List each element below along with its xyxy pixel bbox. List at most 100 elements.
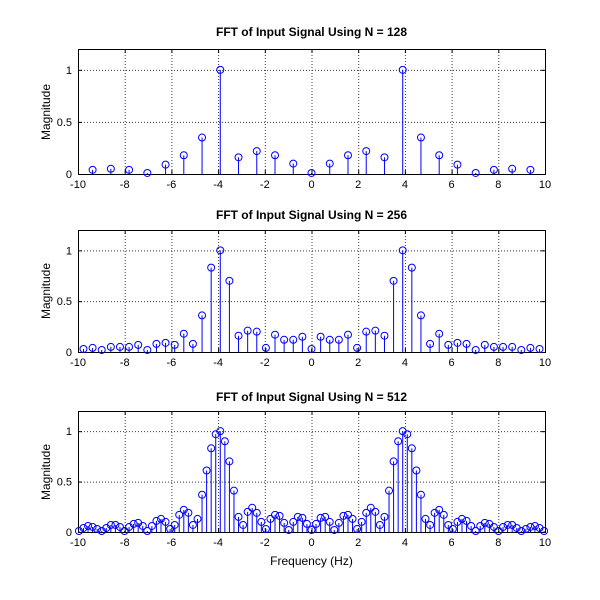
stem-marker	[184, 508, 193, 517]
stem-marker	[289, 159, 298, 168]
stem-marker	[93, 524, 102, 533]
x-tick-label: -6	[167, 537, 177, 549]
stem-marker	[471, 526, 480, 535]
stem-marker	[79, 344, 88, 353]
x-tick-label: -10	[70, 537, 86, 549]
grid-lines	[78, 411, 545, 532]
stem-marker	[343, 151, 352, 160]
x-tick-label: 6	[449, 179, 455, 191]
stem-marker	[152, 339, 161, 348]
x-tick-label: -10	[70, 179, 86, 191]
stem-marker	[143, 526, 152, 535]
stem-marker	[316, 332, 325, 341]
stem-marker	[389, 276, 398, 285]
stem-marker	[526, 343, 535, 352]
stem-marker	[489, 165, 498, 174]
stem-marker	[380, 331, 389, 340]
stem-marker	[225, 276, 234, 285]
stem-marker	[229, 486, 238, 495]
stem-marker	[147, 521, 156, 530]
x-tick-label: -4	[213, 179, 223, 191]
stem-marker	[394, 437, 403, 446]
stem-marker	[216, 427, 225, 436]
x-tick-label: 8	[495, 179, 501, 191]
stem-marker	[499, 342, 508, 351]
y-tick-labels: 00.51	[57, 245, 72, 359]
x-tick-label: 0	[308, 537, 314, 549]
stem-marker	[84, 521, 93, 530]
stem-marker	[457, 514, 466, 523]
stem-marker	[307, 168, 316, 177]
stem-marker	[298, 332, 307, 341]
subplot2-title: FFT of Input Signal Using N = 256	[215, 208, 407, 222]
stem-marker	[129, 519, 138, 528]
tick-marks	[78, 411, 546, 533]
stem-marker	[257, 517, 266, 526]
stem-series	[74, 427, 549, 535]
stem-marker	[321, 512, 330, 521]
x-tick-label: 4	[402, 537, 408, 549]
stem-marker	[170, 340, 179, 349]
subplot1-title: FFT of Input Signal Using N = 128	[215, 25, 407, 39]
stem-marker	[426, 520, 435, 529]
y-tick-label: 0.5	[57, 296, 72, 308]
stem-marker	[489, 342, 498, 351]
stem-marker	[448, 524, 457, 533]
stem-marker	[106, 164, 115, 173]
stem-marker	[407, 263, 416, 272]
stem-marker	[453, 160, 462, 169]
stem-marker	[407, 444, 416, 453]
stem-marker	[120, 526, 129, 535]
stem-marker	[143, 168, 152, 177]
stem-marker	[380, 512, 389, 521]
stem-marker	[535, 344, 544, 353]
stem-marker	[261, 524, 270, 533]
stem-marker	[134, 340, 143, 349]
stem-marker	[289, 517, 298, 526]
stem-marker	[330, 525, 339, 534]
stem-marker	[371, 326, 380, 335]
x-tick-label: 2	[355, 179, 361, 191]
stem-marker	[307, 344, 316, 353]
stem-marker	[271, 510, 280, 519]
stem-marker	[271, 151, 280, 160]
stem-marker	[302, 519, 311, 528]
stem-marker	[179, 151, 188, 160]
stem-marker	[398, 65, 407, 74]
y-tick-labels: 00.51	[57, 65, 72, 181]
stem-marker	[467, 521, 476, 530]
stem-marker	[252, 508, 261, 517]
stem-marker	[88, 522, 97, 531]
x-tick-label: 6	[449, 357, 455, 369]
x-tick-label: 10	[539, 357, 551, 369]
stem-marker	[494, 526, 503, 535]
stem-marker	[216, 65, 225, 74]
y-tick-label: 0	[66, 347, 72, 359]
stem-marker	[88, 165, 97, 174]
stem-marker	[416, 490, 425, 499]
stem-marker	[234, 153, 243, 162]
y-tick-label: 0.5	[57, 117, 72, 129]
stem-marker	[207, 263, 216, 272]
y-tick-label: 1	[66, 245, 72, 257]
stem-marker	[188, 520, 197, 529]
stem-marker	[526, 165, 535, 174]
stem-marker	[540, 526, 549, 535]
stem-marker	[380, 153, 389, 162]
x-tick-label: -6	[167, 179, 177, 191]
stem-marker	[375, 520, 384, 529]
x-tick-label: 0	[308, 179, 314, 191]
grid-lines	[78, 230, 545, 352]
stem-marker	[357, 517, 366, 526]
stem-marker	[325, 159, 334, 168]
stem-marker	[243, 326, 252, 335]
stem-marker	[508, 342, 517, 351]
stem-marker	[239, 520, 248, 529]
stem-marker	[517, 526, 526, 535]
stem-marker	[517, 345, 526, 354]
stem-marker	[353, 343, 362, 352]
x-tick-label: 4	[402, 357, 408, 369]
stem-marker	[88, 343, 97, 352]
